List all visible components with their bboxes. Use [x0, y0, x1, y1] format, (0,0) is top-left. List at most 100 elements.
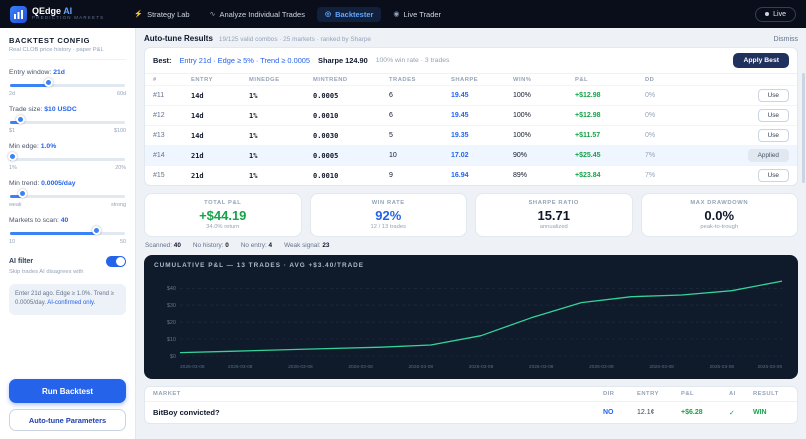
cumulative-pnl-chart: $0 $10 $20 $30 $40 2026-03-08 2026-03-08 2026-0… — [167, 280, 782, 370]
cell-win: 100% — [505, 105, 567, 126]
market-results-panel: MARKET DIR ENTRY P&L AI RESULT BitBoy co… — [144, 386, 798, 424]
run-backtest-button[interactable]: Run Backtest — [9, 379, 126, 403]
chart-title: CUMULATIVE P&L — 13 TRADES · AVG +$3.40/… — [154, 262, 365, 269]
slider-min-label: 10 — [9, 239, 15, 245]
col-header-entry: ENTRY — [637, 391, 659, 397]
trade-size-label: Trade size: $10 USDC — [9, 106, 77, 113]
cell-win: 90% — [505, 145, 567, 166]
svg-text:2026-03-08: 2026-03-08 — [469, 364, 494, 370]
logo-ai: AI — [63, 5, 73, 16]
svg-text:2026-03-08: 2026-03-08 — [180, 364, 205, 370]
ai-filter-label: AI filter — [9, 258, 34, 265]
nav-live-trader[interactable]: ◉ Live Trader — [393, 9, 442, 19]
col-header-dir: DIR — [603, 391, 615, 397]
cell-minedge: 1% — [241, 165, 305, 185]
cell-dd: 0% — [637, 85, 681, 106]
svg-text:2026-03-08: 2026-03-08 — [710, 364, 735, 370]
cell-entry: 14d — [183, 125, 241, 146]
cell-dd: 0% — [637, 125, 681, 146]
cell-win: 100% — [505, 85, 567, 106]
slider-min-label: 1% — [9, 165, 17, 171]
col-header-action — [681, 74, 797, 86]
cell-sharpe: 19.45 — [443, 85, 505, 106]
slider-min-label: weak — [9, 202, 22, 208]
combo-row-applied: #14 21d 1% 0.0005 10 17.02 90% +$25.45 7… — [145, 145, 797, 166]
ai-filter-toggle[interactable] — [106, 256, 126, 267]
svg-text:2026-03-08: 2026-03-08 — [288, 364, 313, 370]
autotune-results-title: Auto-tune Results — [144, 34, 213, 43]
vertical-scrollbar[interactable] — [802, 73, 805, 183]
svg-text:$40: $40 — [167, 286, 176, 292]
cell-rank: #14 — [145, 145, 183, 166]
cell-trades: 6 — [381, 105, 443, 126]
cell-entry: 14d — [183, 105, 241, 126]
cell-mintrend: 0.0005 — [305, 85, 381, 106]
col-header-dd: DD — [645, 77, 655, 83]
app-header: QEdge AI PREDICTION MARKETS ⚡ Strategy La… — [0, 0, 806, 28]
combo-row: #13 14d 1% 0.0030 5 19.35 100% +$11.57 0… — [145, 125, 797, 146]
min-edge-slider[interactable] — [8, 152, 125, 164]
col-header-market: MARKET — [153, 391, 181, 397]
stat-sharpe-ratio: SHARPE RATIO 15.71 annualized — [475, 193, 633, 237]
best-detail: 100% win rate · 3 trades — [375, 57, 450, 64]
cell-dd: 0% — [637, 105, 681, 126]
cell-minedge: 1% — [241, 85, 305, 106]
dismiss-link[interactable]: Dismiss — [773, 36, 799, 43]
config-summary-note: Enter 21d ago. Edge ≥ 1.0%. Trend ≥ 0.00… — [9, 284, 126, 315]
cell-trades: 10 — [381, 145, 443, 166]
bolt-icon: ⚡ — [134, 11, 144, 18]
market-pnl: +$6.28 — [681, 409, 703, 416]
ai-filter-description: Skip trades AI disagrees with — [9, 269, 84, 275]
cumulative-pnl-chart-card: CUMULATIVE P&L — 13 TRADES · AVG +$3.40/… — [144, 255, 798, 379]
nav-strategy-lab[interactable]: ⚡ Strategy Lab — [134, 9, 190, 19]
live-dot-icon — [765, 12, 770, 16]
entry-window-slider[interactable] — [10, 78, 125, 90]
cell-pnl: +$12.98 — [567, 105, 637, 126]
nav-backtester[interactable]: ◎ Backtester — [316, 6, 382, 22]
target-icon: ◎ — [324, 11, 332, 18]
backtest-config-sidebar: BACKTEST CONFIG Real CLOB price history … — [0, 28, 136, 439]
cell-entry: 21d — [183, 165, 241, 185]
apply-best-button[interactable]: Apply Best — [733, 53, 789, 68]
sidebar-title: BACKTEST CONFIG — [9, 36, 91, 45]
markets-to-scan-slider[interactable] — [10, 226, 125, 238]
cell-sharpe: 16.94 — [443, 165, 505, 185]
svg-text:2026-03-08: 2026-03-08 — [757, 364, 782, 370]
best-combo-text: Entry 21d · Edge ≥ 5% · Trend ≥ 0.0005 — [179, 56, 311, 65]
scan-summary: Scanned: 40 No history: 0 No entry: 4 We… — [145, 242, 330, 249]
cell-mintrend: 0.0005 — [305, 145, 381, 166]
use-combo-button[interactable]: Use — [757, 109, 789, 122]
min-trend-slider[interactable] — [10, 189, 125, 201]
market-result-badge: WIN — [753, 409, 767, 416]
live-status-button[interactable]: Live — [755, 6, 796, 22]
autotune-parameters-button[interactable]: Auto-tune Parameters — [9, 409, 126, 431]
cell-trades: 6 — [381, 85, 443, 106]
logo-name: QEdge — [32, 5, 62, 16]
combo-table: # ENTRY MINEDGE MINTREND TRADES SHARPE W… — [145, 74, 797, 185]
svg-text:$20: $20 — [167, 320, 176, 326]
broadcast-icon: ◉ — [393, 11, 400, 18]
market-direction: NO — [603, 409, 614, 416]
cell-rank: #13 — [145, 125, 183, 146]
cell-dd: 7% — [637, 145, 681, 166]
svg-text:2026-03-08: 2026-03-08 — [589, 364, 614, 370]
applied-combo-button[interactable]: Applied — [747, 149, 789, 162]
svg-text:$0: $0 — [170, 354, 176, 360]
trade-size-slider[interactable] — [10, 115, 125, 127]
slider-max-label: 50 — [120, 239, 126, 245]
market-row[interactable]: BitBoy convicted? NO 12.1¢ +$6.28 ✓ WIN — [145, 402, 797, 423]
col-header-rank: # — [153, 77, 157, 83]
nav-analyze-trades[interactable]: ∿ Analyze Individual Trades — [209, 9, 305, 19]
use-combo-button[interactable]: Use — [757, 129, 789, 142]
entry-window-label: Entry window: 21d — [9, 69, 65, 76]
slider-max-label: $100 — [114, 128, 126, 134]
ai-check-icon: ✓ — [729, 409, 735, 417]
cell-minedge: 1% — [241, 105, 305, 126]
cell-sharpe: 17.02 — [443, 145, 505, 166]
cell-sharpe: 19.35 — [443, 125, 505, 146]
use-combo-button[interactable]: Use — [757, 169, 789, 182]
min-edge-label: Min edge: 1.0% — [9, 143, 57, 150]
slider-min-label: 2d — [9, 91, 15, 97]
cell-mintrend: 0.0010 — [305, 105, 381, 126]
use-combo-button[interactable]: Use — [757, 89, 789, 102]
